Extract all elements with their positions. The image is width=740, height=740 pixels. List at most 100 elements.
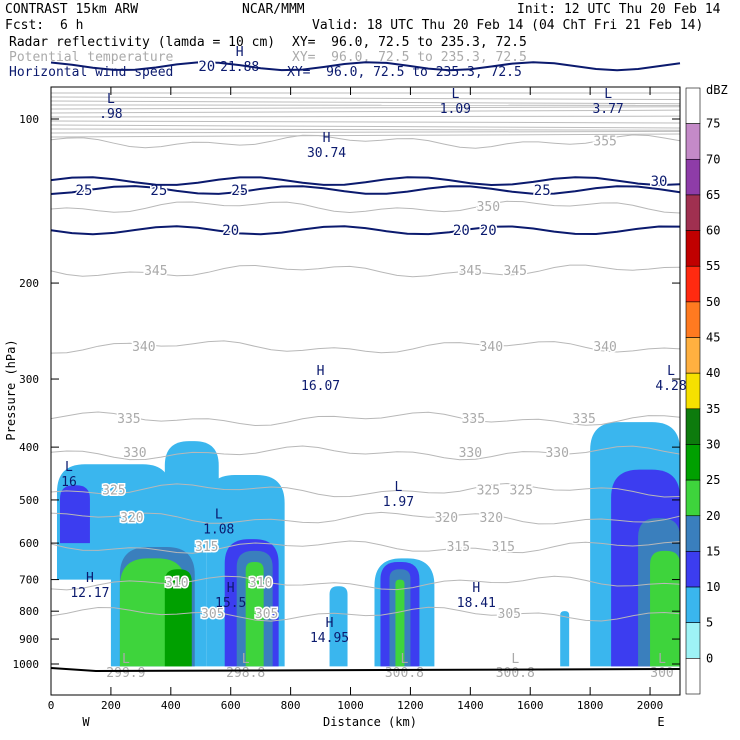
x-tick-label: 400 [161,699,181,712]
east-label: E [657,715,664,729]
theta-contour-label: 325 [102,483,125,498]
colorbar-segment [685,622,701,659]
colorbar-label: 60 [706,224,720,238]
y-tick-label: 100 [19,113,39,126]
reflectivity-cell [395,579,405,667]
theta-extremum-marker: L [122,652,130,667]
wind-extremum-marker: L [107,92,115,107]
wind-extremum-value: 1.09 [440,102,471,117]
colorbar-label: 75 [706,117,720,131]
wind-extremum-value: .98 [99,107,122,122]
wind-extremum-value: 16 [61,475,77,490]
field-reflectivity-xy: XY= 96.0, 72.5 to 235.3, 72.5 [292,35,527,50]
theta-contour-label: 345 [504,264,527,279]
theta-contour-label: 345 [459,264,482,279]
wind-extremum-value: 14.95 [310,631,349,646]
theta-contour-label: 320 [480,511,503,526]
west-label: W [82,715,90,729]
theta-contour-line [50,109,681,114]
theta-contour-label: 340 [593,340,616,355]
colorbar-segment [685,337,701,374]
colorbar-unit: dBZ [706,83,728,97]
theta-extremum-value: 298.8 [226,666,265,681]
header-model: CONTRAST 15km ARW [5,2,139,17]
theta-contour-label: 320 [120,511,143,526]
wind-extremum-value: 1.97 [383,495,414,510]
wind-contour-label: 20 [453,223,470,239]
wind-contour-label: 20 [480,223,497,239]
theta-extremum-marker: L [401,652,409,667]
theta-contour-line [50,128,681,131]
x-tick-label: 1600 [517,699,544,712]
theta-contour-label: 330 [123,446,146,461]
colorbar-label: 0 [706,651,713,665]
theta-contour-line [50,606,681,622]
x-tick-label: 1400 [457,699,484,712]
wind-extremum-marker: L [604,87,612,102]
colorbar-segment [685,265,701,303]
theta-extremum-value: 300.8 [496,666,535,681]
wind-extremum-value: 16.07 [301,379,340,394]
theta-contour-label: 315 [447,540,470,555]
colorbar-label: 25 [706,473,720,487]
theta-contour-label: 305 [201,607,224,622]
wind-extremum-value: 18.41 [457,596,496,611]
theta-contour-label: 315 [195,540,218,555]
y-tick-label: 700 [19,574,39,587]
colorbar-label: 35 [706,402,720,416]
wind-extremum-marker: H [472,581,480,596]
theta-contour-label: 340 [480,340,503,355]
colorbar-segment [685,87,701,124]
theta-contour-line [50,200,681,214]
wind-contour-label: 25 [150,183,167,199]
colorbar-segment [685,194,701,231]
reflectivity-cell [560,611,570,667]
colorbar-segment [685,551,701,588]
wind-contour-label: 30 [651,174,668,190]
colorbar-segment [685,158,701,196]
theta-contour-label: 305 [498,607,521,622]
colorbar-segment [685,123,701,160]
theta-contour-label: 305 [255,607,278,622]
theta-contour-label: 335 [572,412,595,427]
theta-extremum-marker: L [242,652,250,667]
theta-contour-line [50,264,681,278]
wind-extremum-marker: L [451,87,459,102]
wind-contour-line [50,176,681,187]
theta-contour-label: 335 [117,412,140,427]
colorbar-segment [685,408,701,445]
colorbar-label: 55 [706,259,720,273]
plot-frame [50,86,681,696]
colorbar-segment [685,230,701,267]
theta-contour-line [50,540,681,554]
reflectivity-cell [650,550,680,667]
y-tick-label: 300 [19,373,39,386]
wind-extremum-marker: H [323,131,331,146]
wind-extremum-value: 4.28 [655,379,686,394]
wind-contour-line [50,225,681,236]
wind-extremum-value: 21.88 [220,60,259,75]
x-tick-label: 1800 [577,699,604,712]
theta-contour-label: 310 [249,576,272,591]
field-theta-xy: XY= 96.0, 72.5 to 235.3, 72.5 [292,50,527,65]
header-fcst-label: Fcst: [5,18,45,33]
x-tick-label: 800 [281,699,301,712]
x-tick-label: 600 [221,699,241,712]
theta-contour-line [50,511,681,525]
theta-extremum-value: 300.8 [385,666,424,681]
header-fcst-value: 6 h [60,18,84,33]
colorbar-segment [685,658,701,695]
theta-contour-line [50,133,681,138]
theta-extremum-marker: L [511,652,519,667]
theta-contour-line [50,340,681,354]
colorbar-label: 30 [706,437,720,451]
colorbar-label: 70 [706,152,720,166]
wind-contours: 20 20 20 25 25 25 25 30 20 [50,58,681,241]
reflectivity-cell [59,485,90,544]
field-reflectivity: Radar reflectivity (lamda = 10 cm) [9,35,276,50]
wind-extremum-marker: H [227,581,235,596]
y-tick-label: 500 [19,494,39,507]
wind-contour-label: 20 [198,59,215,75]
reflectivity-cell [164,441,219,544]
